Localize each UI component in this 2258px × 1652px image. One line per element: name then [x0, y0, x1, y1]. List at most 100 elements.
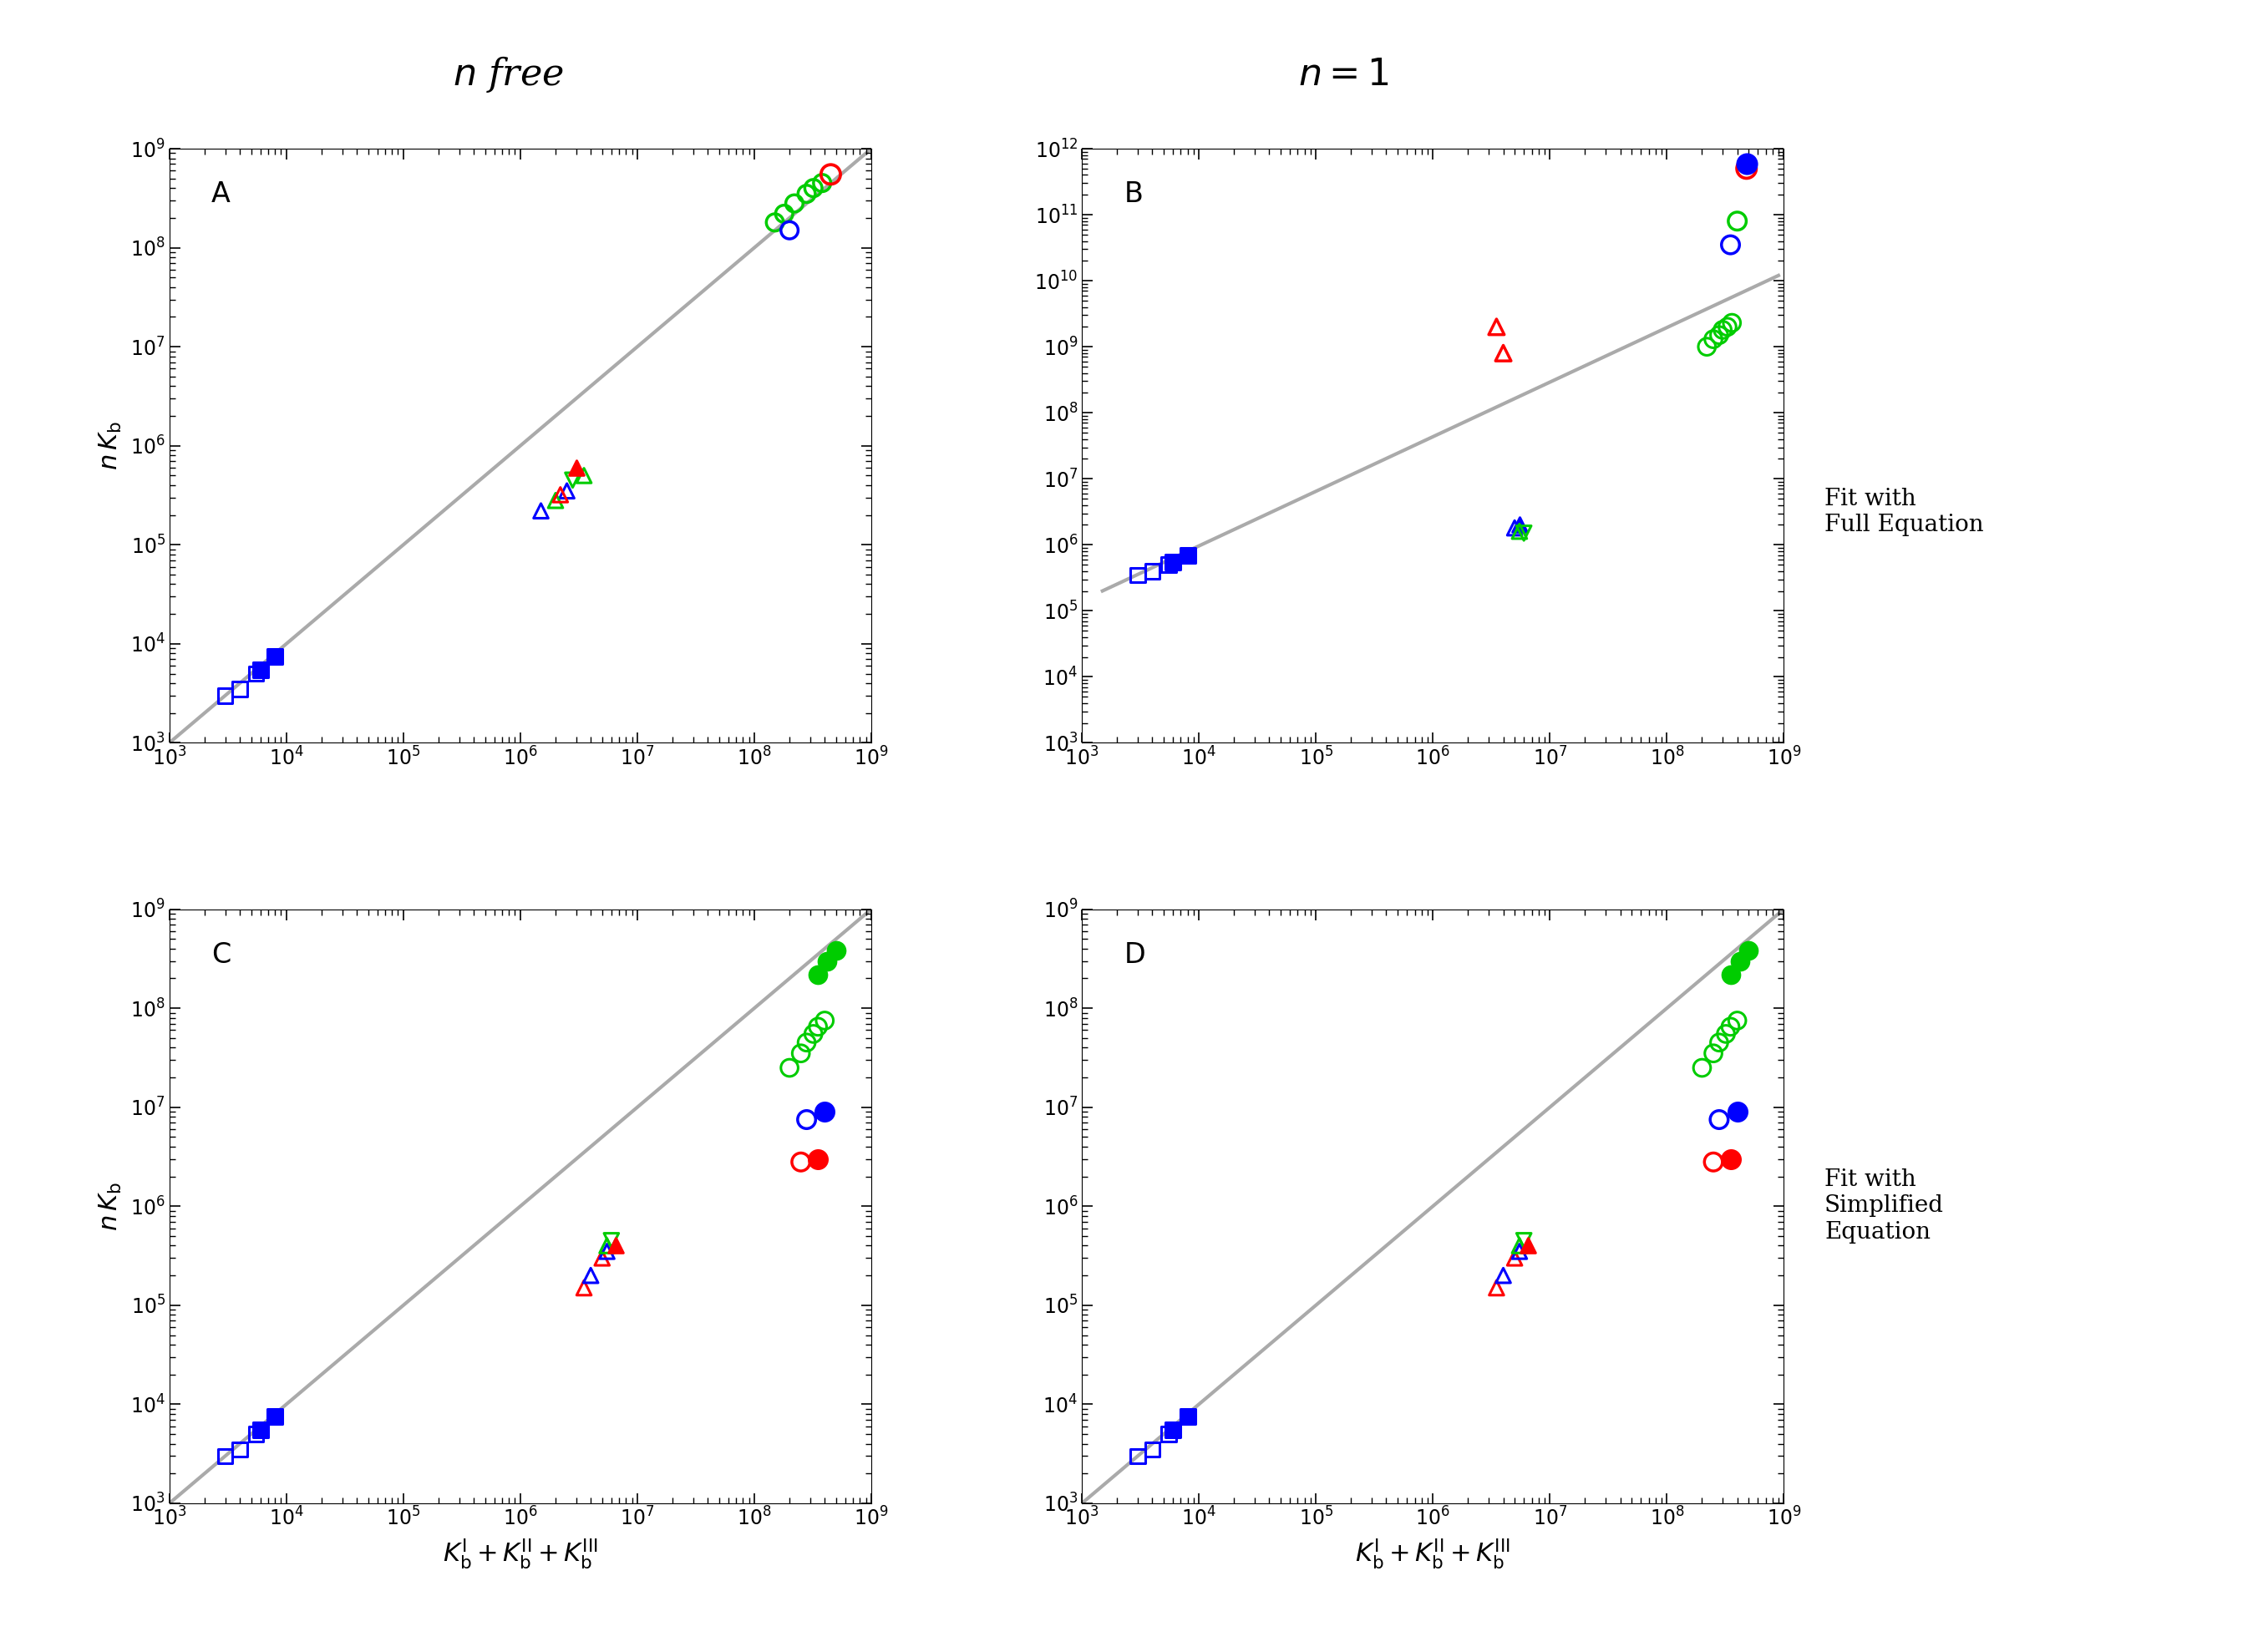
- Point: [221, 676, 257, 702]
- Point: [1709, 314, 1745, 340]
- Point: [804, 170, 840, 197]
- Point: [1730, 938, 1766, 965]
- Point: [806, 1008, 842, 1034]
- Point: [589, 1239, 625, 1265]
- Point: [237, 661, 273, 687]
- Point: [1479, 1275, 1515, 1302]
- Point: [765, 200, 802, 226]
- Point: [555, 468, 592, 494]
- Point: [1700, 1107, 1736, 1133]
- Point: [788, 180, 824, 206]
- Text: $n = 1$: $n = 1$: [1298, 56, 1389, 93]
- Point: [567, 1275, 603, 1302]
- Point: [1511, 1232, 1547, 1259]
- Point: [788, 1029, 824, 1056]
- Point: [756, 210, 793, 236]
- Point: [1170, 1404, 1206, 1431]
- Point: [1712, 1146, 1748, 1173]
- Point: [208, 682, 244, 709]
- Text: Fit with
Full Equation: Fit with Full Equation: [1824, 487, 1985, 537]
- Point: [1714, 309, 1750, 335]
- Point: [1718, 1008, 1754, 1034]
- Point: [1696, 325, 1732, 352]
- Point: [1502, 512, 1538, 539]
- Point: [594, 1227, 630, 1254]
- Point: [537, 487, 574, 514]
- Point: [1727, 155, 1763, 182]
- Point: [1479, 314, 1515, 340]
- Point: [1120, 562, 1156, 588]
- Point: [1721, 948, 1757, 975]
- Point: [1486, 1262, 1522, 1289]
- Point: [257, 1404, 294, 1431]
- Point: [242, 1417, 278, 1444]
- Text: D: D: [1124, 942, 1145, 968]
- Point: [1506, 520, 1542, 547]
- Point: [777, 190, 813, 216]
- Point: [1712, 961, 1748, 988]
- Point: [1149, 1421, 1185, 1447]
- Point: [1707, 1021, 1743, 1047]
- Point: [788, 1107, 824, 1133]
- Point: [1712, 1014, 1748, 1041]
- Point: [558, 454, 594, 481]
- Point: [208, 1442, 244, 1469]
- Point: [795, 1021, 831, 1047]
- Point: [585, 1246, 621, 1272]
- Point: [574, 1262, 610, 1289]
- Point: [1154, 548, 1190, 575]
- Point: [1689, 334, 1725, 360]
- Point: [542, 481, 578, 507]
- Point: [1134, 1436, 1170, 1462]
- Text: Fit with
Simplified
Equation: Fit with Simplified Equation: [1824, 1168, 1944, 1244]
- Point: [1718, 208, 1754, 235]
- Point: [524, 497, 560, 524]
- Point: [1134, 558, 1170, 585]
- Point: [1497, 1246, 1533, 1272]
- Point: [242, 656, 278, 682]
- Point: [1718, 1099, 1754, 1125]
- Point: [1705, 317, 1741, 344]
- Point: [549, 477, 585, 504]
- Point: [799, 1014, 835, 1041]
- Point: [1149, 552, 1185, 578]
- Point: [795, 175, 831, 202]
- Point: [1154, 1417, 1190, 1444]
- Point: [1502, 519, 1538, 545]
- X-axis label: $K_\mathrm{b}^\mathrm{I} + K_\mathrm{b}^\mathrm{II} + K_\mathrm{b}^\mathrm{III}$: $K_\mathrm{b}^\mathrm{I} + K_\mathrm{b}^…: [443, 1536, 598, 1571]
- Y-axis label: $n\,K_\mathrm{b}$: $n\,K_\mathrm{b}$: [97, 421, 124, 471]
- Point: [799, 961, 835, 988]
- Point: [1502, 1239, 1538, 1265]
- Text: C: C: [212, 942, 230, 968]
- Point: [806, 1099, 842, 1125]
- Text: A: A: [212, 180, 230, 208]
- Point: [1497, 515, 1533, 542]
- Point: [1506, 1227, 1542, 1254]
- Point: [1120, 1442, 1156, 1469]
- Point: [1696, 1148, 1732, 1175]
- Point: [808, 948, 844, 975]
- Point: [817, 938, 854, 965]
- Point: [1684, 1054, 1721, 1080]
- Point: [813, 162, 849, 188]
- Point: [598, 1232, 634, 1259]
- Point: [784, 1041, 820, 1067]
- Point: [1696, 1041, 1732, 1067]
- Point: [772, 1054, 808, 1080]
- Point: [784, 1148, 820, 1175]
- Text: $n$ free: $n$ free: [452, 55, 564, 94]
- Point: [1727, 150, 1763, 177]
- Point: [799, 1146, 835, 1173]
- Point: [1700, 322, 1736, 349]
- Point: [221, 1436, 257, 1462]
- Text: B: B: [1124, 180, 1143, 208]
- Point: [1700, 1029, 1736, 1056]
- Point: [1712, 231, 1748, 258]
- Point: [1486, 340, 1522, 367]
- Point: [772, 216, 808, 243]
- Point: [237, 1421, 273, 1447]
- Point: [589, 1232, 625, 1259]
- Point: [257, 643, 294, 669]
- Point: [1502, 1232, 1538, 1259]
- Point: [567, 463, 603, 489]
